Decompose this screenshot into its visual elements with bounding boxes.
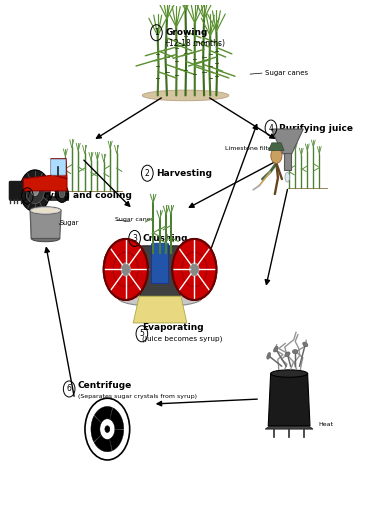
Polygon shape [285,173,290,182]
Ellipse shape [118,290,202,307]
Text: 3: 3 [132,234,137,243]
Polygon shape [268,374,310,426]
Polygon shape [133,296,187,323]
Ellipse shape [142,90,229,101]
Ellipse shape [31,235,60,242]
Polygon shape [30,210,61,239]
Polygon shape [293,412,299,426]
Text: Evaporating: Evaporating [142,323,204,332]
Text: Purifying juice: Purifying juice [279,123,353,133]
Text: Heat: Heat [318,421,333,426]
Text: (12-18 months): (12-18 months) [165,39,224,48]
Polygon shape [269,143,284,151]
Bar [283,153,291,170]
Text: (Separates sugar crystals from syrup): (Separates sugar crystals from syrup) [78,394,197,399]
FancyBboxPatch shape [51,159,66,175]
Text: 6: 6 [67,385,72,393]
Circle shape [56,185,68,202]
FancyBboxPatch shape [9,181,25,200]
Text: 1: 1 [154,28,159,37]
Ellipse shape [30,207,61,214]
Text: Sugar: Sugar [60,220,79,226]
Polygon shape [271,129,303,154]
Polygon shape [265,426,313,429]
Text: Sugar canes: Sugar canes [266,70,309,76]
Bar [22,197,68,200]
Text: Growing: Growing [165,28,208,37]
FancyBboxPatch shape [151,243,168,283]
Polygon shape [279,411,285,426]
Circle shape [105,426,110,433]
Text: Centrifuge: Centrifuge [78,381,132,390]
Ellipse shape [31,207,60,214]
Ellipse shape [285,352,290,356]
Ellipse shape [270,370,308,377]
Circle shape [20,170,50,211]
Polygon shape [23,175,67,191]
Text: Juice: Juice [104,256,119,261]
Text: 7: 7 [25,191,30,200]
Polygon shape [91,416,101,442]
Polygon shape [276,402,287,426]
Polygon shape [110,408,124,429]
Ellipse shape [292,350,298,354]
Polygon shape [299,408,309,426]
Text: 2: 2 [145,169,150,178]
Polygon shape [94,435,112,452]
Text: Limestone filter: Limestone filter [226,145,275,151]
Circle shape [32,186,39,196]
Circle shape [26,178,44,204]
Polygon shape [51,159,67,179]
FancyBboxPatch shape [140,246,180,301]
Text: 5: 5 [139,329,144,338]
Circle shape [172,239,217,301]
Ellipse shape [273,346,278,352]
Text: Sugar canes: Sugar canes [115,218,154,222]
Circle shape [182,252,207,287]
Text: Crushing: Crushing [143,234,188,243]
Circle shape [113,252,138,287]
Circle shape [190,263,199,276]
Polygon shape [94,407,112,423]
Circle shape [121,263,131,276]
Circle shape [59,189,65,198]
Ellipse shape [267,352,270,359]
Circle shape [271,148,282,163]
Circle shape [104,239,148,301]
Polygon shape [291,403,302,426]
Text: 4: 4 [269,123,273,133]
Polygon shape [110,430,124,451]
Polygon shape [269,407,280,426]
Circle shape [85,398,130,460]
Text: (Juice becomes syrup): (Juice becomes syrup) [142,335,222,342]
Polygon shape [284,404,295,426]
Text: Drying and cooling: Drying and cooling [36,191,132,200]
Ellipse shape [303,342,308,347]
Text: Harvesting: Harvesting [156,169,212,178]
Polygon shape [286,409,292,426]
